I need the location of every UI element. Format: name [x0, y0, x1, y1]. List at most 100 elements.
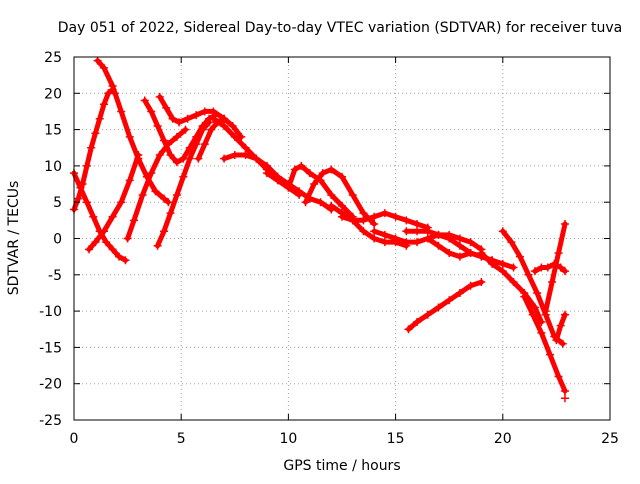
- data-point-marker: [338, 172, 346, 181]
- data-point-marker: [121, 256, 130, 265]
- data-point-marker: [455, 241, 464, 250]
- data-point-marker: [327, 190, 336, 199]
- data-point-marker: [380, 230, 389, 239]
- data-point-marker: [95, 114, 104, 123]
- data-point-marker: [117, 107, 126, 116]
- data-point-marker: [380, 209, 389, 218]
- series-arc-05: [123, 125, 190, 243]
- data-point-marker: [220, 154, 229, 163]
- data-point-marker: [262, 169, 271, 178]
- data-point-marker: [295, 187, 304, 196]
- data-point-marker: [413, 219, 422, 228]
- data-point-marker: [560, 310, 569, 319]
- data-point-marker: [560, 267, 569, 276]
- series-trail: [71, 87, 118, 212]
- data-point-marker: [445, 249, 454, 258]
- y-tick-label: 5: [53, 195, 62, 211]
- data-point-marker: [183, 114, 192, 123]
- data-point-marker: [530, 303, 539, 312]
- x-tick-label: 5: [177, 431, 186, 447]
- series-arc-23: [530, 259, 569, 276]
- x-tick-label: 10: [279, 431, 297, 447]
- x-tick-label: 20: [494, 431, 512, 447]
- data-point-marker: [413, 238, 422, 247]
- data-point-marker: [370, 227, 379, 236]
- data-point-marker: [108, 212, 117, 221]
- data-point-marker: [138, 190, 147, 199]
- data-point-marker: [556, 321, 565, 330]
- data-point-marker: [172, 190, 181, 199]
- data-point-marker: [477, 278, 486, 287]
- data-point-marker: [155, 151, 164, 160]
- data-point-marker: [445, 296, 454, 305]
- series-arc-08: [153, 118, 214, 250]
- data-point-marker: [560, 219, 569, 228]
- data-point-marker: [179, 172, 188, 181]
- data-point-marker: [348, 190, 357, 199]
- data-point-marker: [134, 151, 143, 160]
- data-point-marker: [200, 107, 209, 116]
- data-point-marker: [423, 310, 432, 319]
- series-arc-21: [498, 227, 567, 348]
- data-point-marker: [434, 303, 443, 312]
- data-point-marker: [284, 183, 293, 192]
- data-point-marker: [198, 125, 207, 134]
- data-point-marker: [560, 394, 569, 403]
- data-point-marker: [273, 176, 282, 185]
- series-trail: [95, 58, 171, 205]
- data-point-marker: [78, 180, 87, 189]
- series-arc-12: [262, 161, 357, 221]
- data-point-marker: [488, 259, 497, 268]
- series-trail: [521, 294, 568, 394]
- data-point-marker: [316, 198, 325, 207]
- data-point-marker: [548, 278, 557, 287]
- series-arc-14: [327, 201, 411, 250]
- data-point-marker: [74, 194, 83, 203]
- data-point-marker: [230, 132, 239, 141]
- data-point-marker: [530, 267, 539, 276]
- data-point-marker: [537, 328, 546, 337]
- data-point-marker: [200, 140, 209, 149]
- data-point-marker: [91, 129, 100, 138]
- series-trail: [210, 116, 334, 212]
- series-arc-20: [477, 249, 546, 326]
- data-point-marker: [290, 165, 299, 174]
- data-point-marker: [82, 161, 91, 170]
- data-point-marker: [100, 100, 109, 109]
- data-point-marker: [402, 227, 411, 236]
- data-point-marker: [466, 249, 475, 258]
- data-points: [70, 56, 569, 403]
- data-point-marker: [498, 259, 507, 268]
- data-point-marker: [558, 339, 567, 348]
- data-point-marker: [82, 198, 91, 207]
- data-point-marker: [509, 278, 518, 287]
- data-point-marker: [160, 194, 169, 203]
- data-point-marker: [533, 288, 542, 297]
- chart-title: Day 051 of 2022, Sidereal Day-to-day VTE…: [58, 20, 622, 36]
- data-point-marker: [155, 92, 164, 101]
- data-point-marker: [509, 263, 518, 272]
- data-point-marker: [477, 249, 486, 258]
- data-point-marker: [445, 234, 454, 243]
- data-point-marker: [192, 140, 201, 149]
- data-point-marker: [205, 118, 214, 127]
- data-point-marker: [541, 307, 550, 316]
- data-point-marker: [181, 125, 190, 134]
- series-arc-11: [209, 114, 336, 214]
- data-point-marker: [172, 158, 181, 167]
- data-point-marker: [455, 234, 464, 243]
- data-point-marker: [318, 169, 327, 178]
- data-point-marker: [391, 234, 400, 243]
- data-point-marker: [370, 212, 379, 221]
- data-point-marker: [140, 96, 149, 105]
- data-point-marker: [153, 241, 162, 250]
- data-point-marker: [147, 107, 156, 116]
- data-point-marker: [434, 241, 443, 250]
- y-tick-label: 0: [53, 232, 62, 248]
- data-point-marker: [85, 245, 94, 254]
- y-tick-label: -20: [39, 377, 62, 393]
- y-tick-label: -10: [39, 304, 62, 320]
- data-point-marker: [241, 143, 250, 152]
- series-arc-13: [301, 165, 379, 228]
